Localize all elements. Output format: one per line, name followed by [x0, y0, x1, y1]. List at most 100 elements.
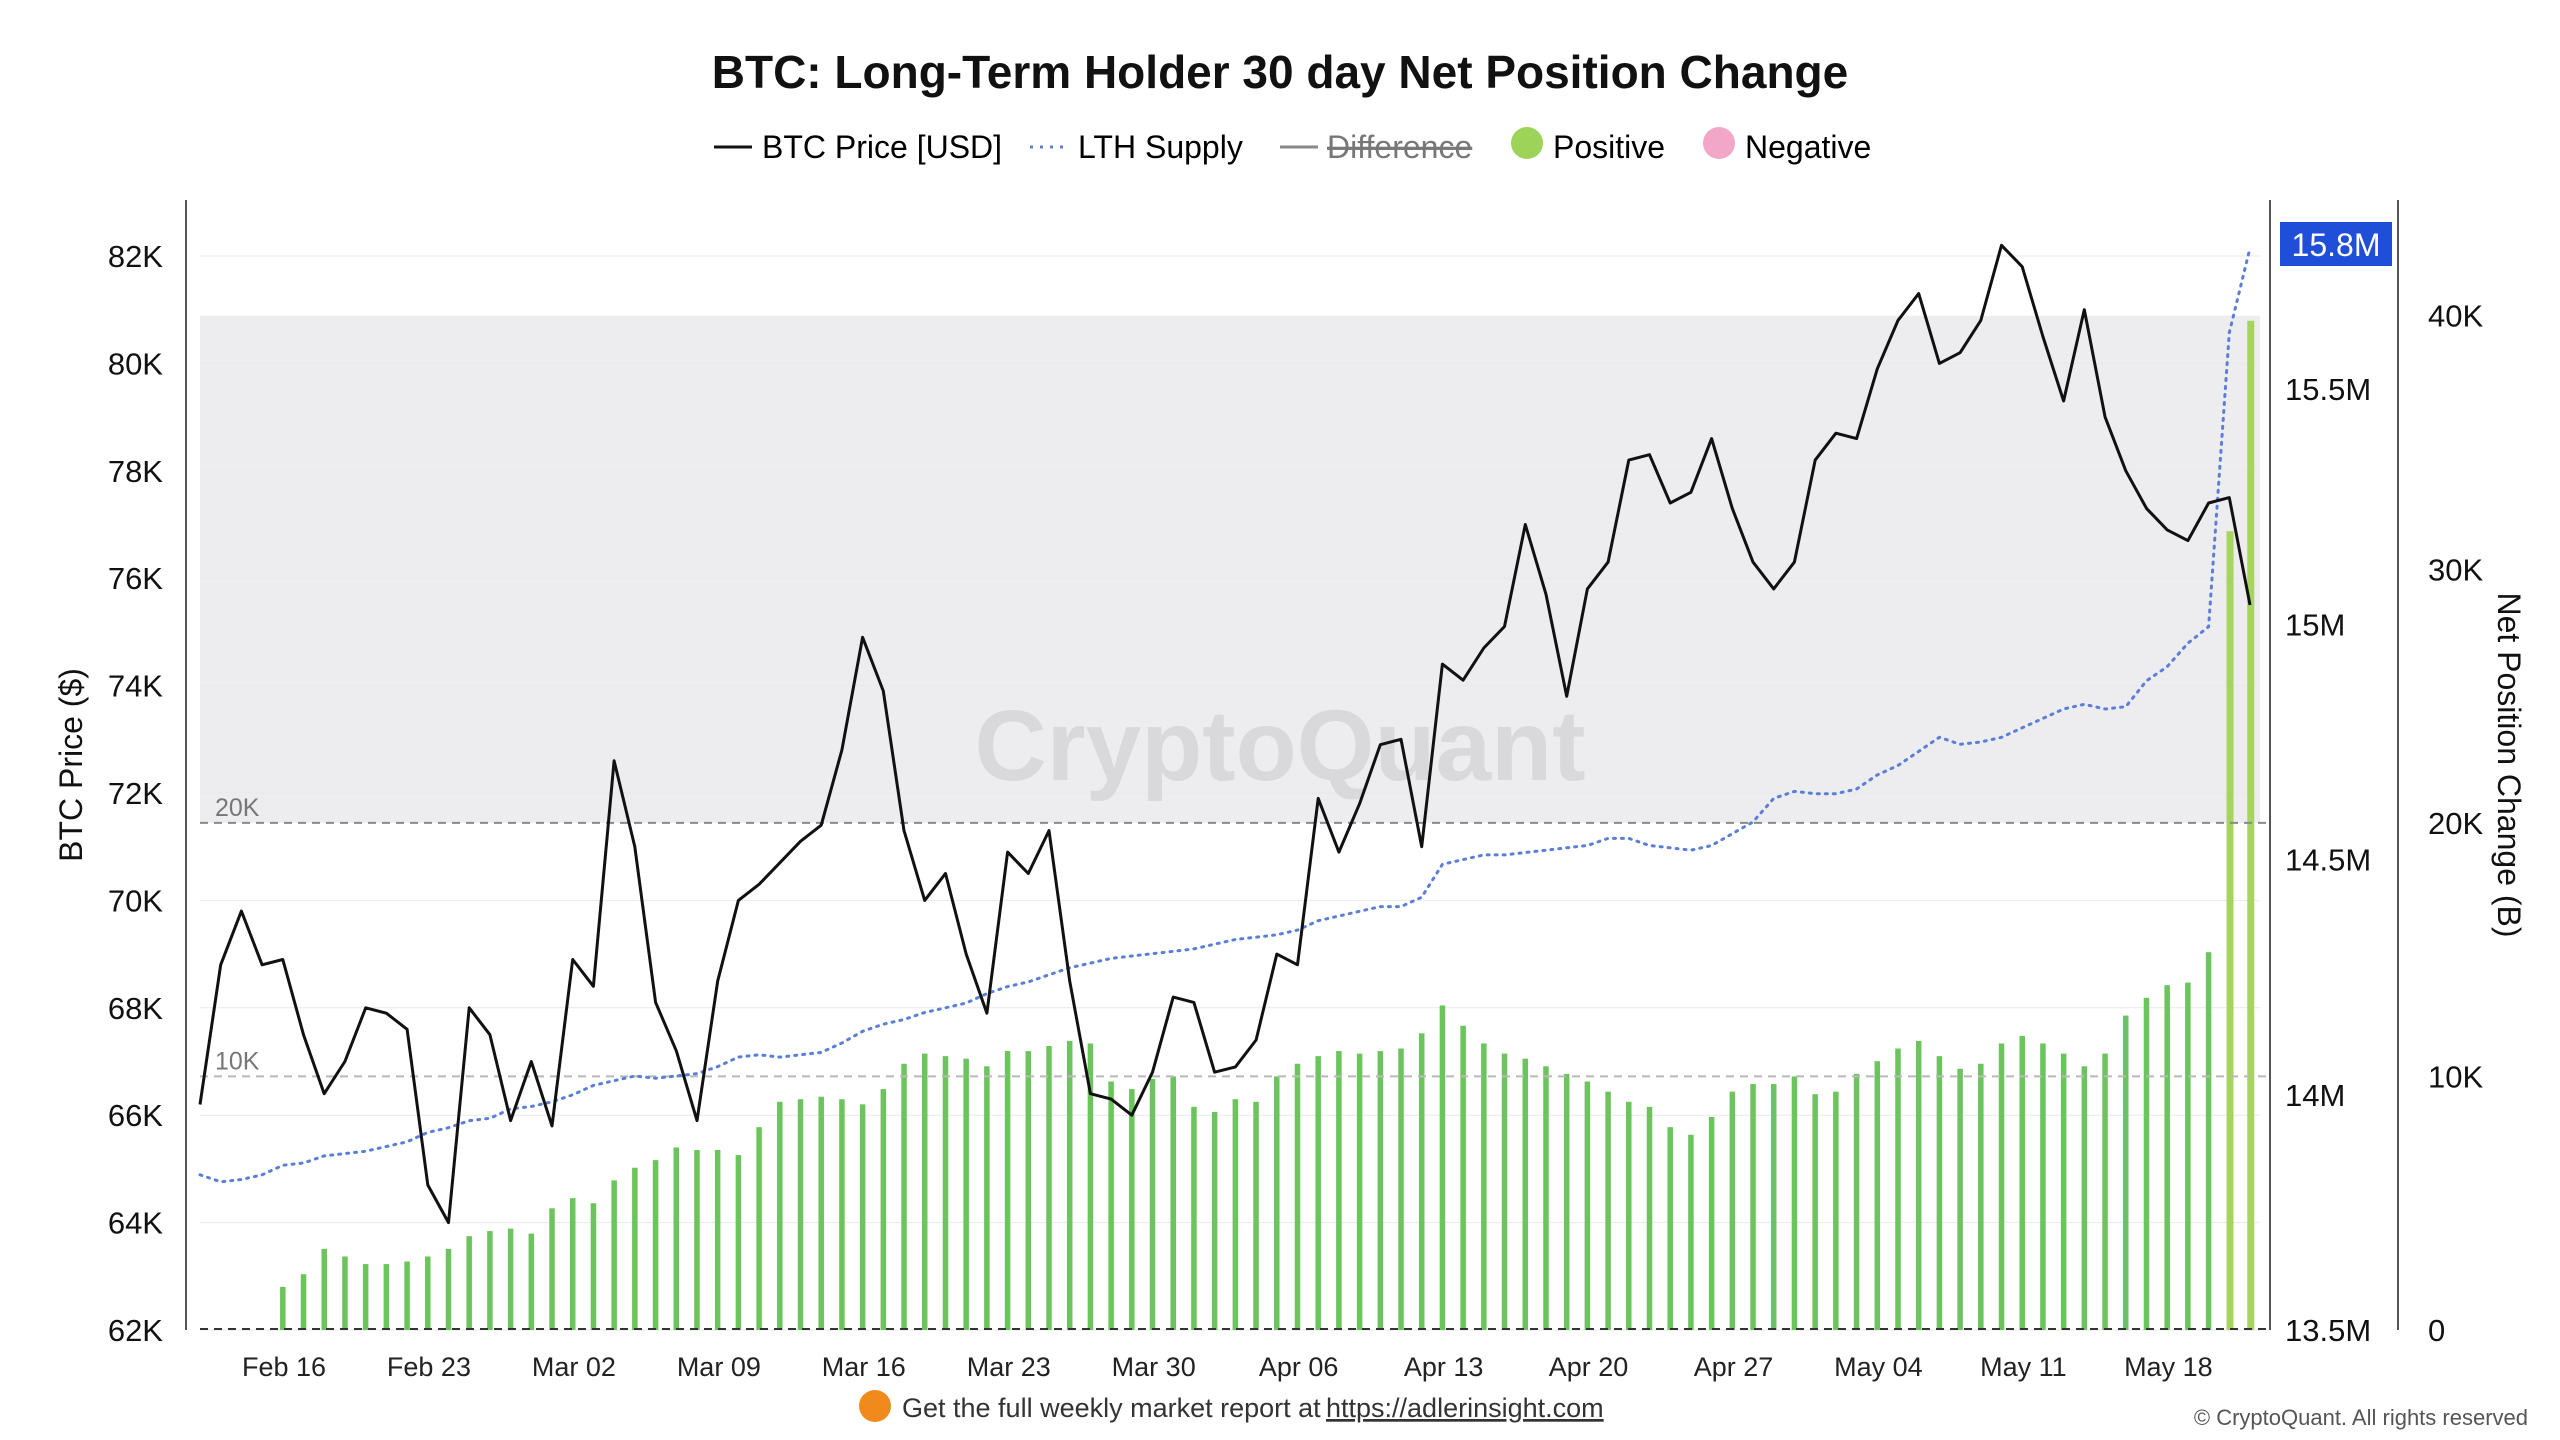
bar-positive [2247, 320, 2255, 1330]
bar-positive [1874, 1061, 1881, 1330]
bar-positive [984, 1066, 990, 1330]
bar-positive [1626, 1101, 1632, 1330]
bar-positive [1563, 1073, 1570, 1330]
y-left-tick-label: 62K [108, 1313, 163, 1348]
legend: BTC Price [USD] LTH Supply Difference Po… [714, 127, 1871, 165]
bar-positive [714, 1149, 721, 1330]
y-left-tick-label: 66K [108, 1098, 163, 1133]
lth-current-badge-bg [2280, 222, 2392, 266]
lth-supply-line [198, 246, 2252, 1184]
bar-positive [1191, 1106, 1197, 1330]
bar-positive [1481, 1043, 1487, 1330]
y-left-tick-label: 72K [108, 776, 163, 811]
bar-positive [1004, 1051, 1011, 1330]
x-tick-label: Apr 20 [1549, 1352, 1629, 1382]
y-left-tick-label: 70K [108, 883, 163, 918]
copyright: © CryptoQuant. All rights reserved [2194, 1405, 2528, 1430]
report-link[interactable]: https://adlerinsight.com [1326, 1393, 1604, 1423]
btc-price-line [198, 243, 2252, 1225]
bar-positive [611, 1180, 617, 1330]
axes: 62K 64K 66K 68K 70K 72K 74K 76K 78K 80K 82K 13.5M 14… [108, 200, 2483, 1382]
bar-positive [1667, 1127, 1673, 1330]
legend-label-positive: Positive [1553, 129, 1665, 165]
bar-positive [1833, 1091, 1839, 1330]
y-right-outer-tick-label: 40K [2428, 299, 2483, 334]
y-right-outer-tick-label: 30K [2428, 552, 2483, 587]
x-tick-label: Mar 02 [532, 1352, 616, 1382]
bar-positive [1108, 1081, 1114, 1330]
chart-title: BTC: Long-Term Holder 30 day Net Positio… [712, 46, 1848, 98]
report-icon [859, 1390, 891, 1422]
bar-positive [404, 1261, 410, 1330]
y-right-inner-tick-label: 13.5M [2285, 1313, 2371, 1348]
bar-positive [1418, 1033, 1425, 1330]
bar-positive [466, 1236, 472, 1330]
bar-positive [1046, 1046, 1052, 1330]
bar-positive [2019, 1035, 2025, 1330]
bar-positive [818, 1096, 824, 1330]
bar-positive [1584, 1081, 1591, 1330]
bar-positive [1336, 1051, 1342, 1330]
y-left-axis-title: BTC Price ($) [53, 668, 89, 862]
bar-positive [528, 1233, 535, 1330]
bar-positive [921, 1053, 928, 1330]
y-left-tick-label: 74K [108, 669, 163, 704]
bar-positive [632, 1167, 638, 1330]
y-right-inner-tick-label: 14.5M [2285, 843, 2371, 878]
bar-positive [1543, 1066, 1549, 1330]
bar-positive [362, 1264, 369, 1330]
legend-swatch-positive [1511, 127, 1543, 159]
bar-positive [1957, 1068, 1963, 1330]
bar-positive [1460, 1025, 1466, 1330]
bar-positive [901, 1063, 907, 1330]
bar-positive [300, 1274, 307, 1330]
bar-positive [1025, 1051, 1032, 1330]
bar-positive [425, 1256, 431, 1330]
highlight-band [200, 315, 2260, 823]
x-tick-label: Mar 09 [677, 1352, 761, 1382]
legend-label-lth: LTH Supply [1078, 129, 1243, 165]
bar-positive [2226, 531, 2234, 1330]
bar-positive [1129, 1089, 1135, 1330]
legend-swatch-negative [1703, 127, 1735, 159]
bar-positive [1978, 1063, 1984, 1330]
bar-positive [1501, 1053, 1508, 1330]
bar-positive [1439, 1005, 1446, 1330]
x-tick-label: Mar 16 [822, 1352, 906, 1382]
bar-positive [1853, 1073, 1860, 1330]
bar-positive [549, 1208, 555, 1330]
bar-positive [1087, 1043, 1094, 1330]
reference-line-label: 10K [215, 1047, 260, 1075]
y-right-inner-tick-label: 15.5M [2285, 372, 2371, 407]
bar-positive [1253, 1101, 1259, 1330]
bar-positive [321, 1248, 327, 1330]
bar-positive [652, 1160, 659, 1330]
bar-positive [445, 1248, 452, 1330]
bar-positive [1294, 1063, 1301, 1330]
y-right-outer-tick-label: 0 [2428, 1313, 2445, 1348]
bar-positive [487, 1231, 493, 1330]
y-right-inner-tick-label: 15M [2285, 607, 2345, 642]
bar-positive [756, 1127, 762, 1330]
x-tick-label: May 18 [2124, 1352, 2213, 1382]
bar-positive [1170, 1076, 1176, 1330]
bar-positive [1770, 1084, 1777, 1330]
x-tick-label: Feb 23 [387, 1352, 471, 1382]
x-tick-label: Apr 13 [1404, 1352, 1484, 1382]
bar-positive [2081, 1066, 2088, 1330]
y-right-outer-tick-label: 20K [2428, 806, 2483, 841]
bar-positive [1274, 1076, 1280, 1330]
bar-positive [2164, 985, 2170, 1330]
watermark: CryptoQuant [974, 690, 1585, 802]
x-tick-label: Mar 30 [1112, 1352, 1196, 1382]
bar-positive [942, 1056, 949, 1330]
y-right-outer-tick-label: 10K [2428, 1059, 2483, 1094]
bar-positive [2143, 997, 2150, 1330]
bar-positive [342, 1256, 348, 1330]
bar-positive [2123, 1015, 2129, 1330]
bar-positive [1791, 1076, 1798, 1330]
bar-positive [2060, 1053, 2067, 1330]
legend-label-negative: Negative [1745, 129, 1871, 165]
bar-positive [507, 1228, 514, 1330]
